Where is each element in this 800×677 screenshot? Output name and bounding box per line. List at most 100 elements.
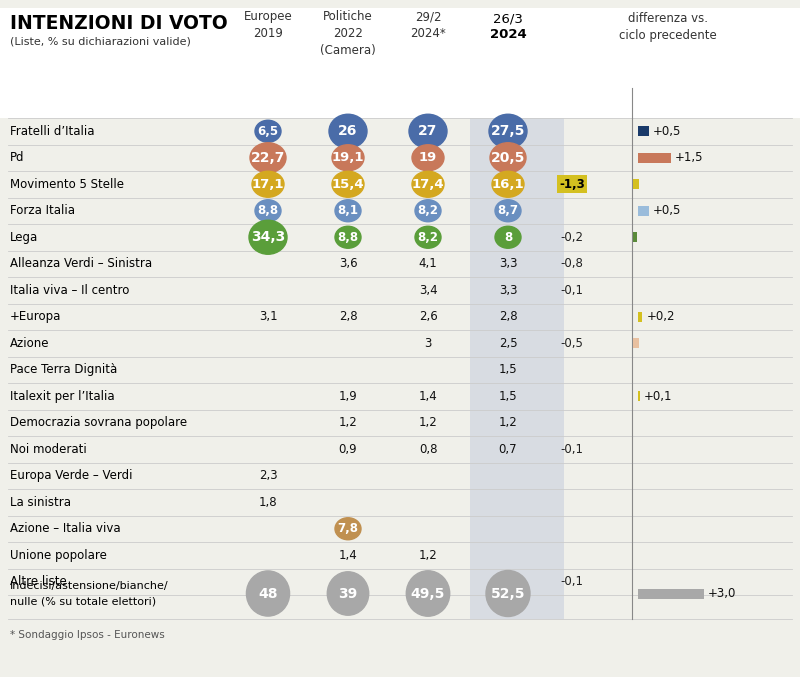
Text: Europa Verde – Verdi: Europa Verde – Verdi [10,469,133,482]
Text: -0,2: -0,2 [561,231,583,244]
Text: +Europa: +Europa [10,310,62,323]
Ellipse shape [335,226,361,248]
Text: 8,1: 8,1 [338,204,358,217]
Bar [633,179,639,190]
Text: 2,8: 2,8 [498,310,518,323]
Text: 2,5: 2,5 [498,336,518,350]
Bar [638,206,649,216]
Text: Pace Terra Dignità: Pace Terra Dignità [10,364,118,376]
Text: 1,2: 1,2 [418,416,438,429]
Text: 0,7: 0,7 [498,443,518,456]
Text: 2,3: 2,3 [258,469,278,482]
Text: 8,8: 8,8 [258,204,278,217]
Ellipse shape [335,518,361,540]
Text: Noi moderati: Noi moderati [10,443,86,456]
Bar [470,88,564,619]
Text: 48: 48 [258,586,278,600]
Text: 8,2: 8,2 [418,231,438,244]
Text: Italia viva – Il centro: Italia viva – Il centro [10,284,130,297]
Ellipse shape [412,171,444,197]
Text: 27,5: 27,5 [491,125,525,138]
Text: -0,1: -0,1 [561,284,583,297]
Text: 1,2: 1,2 [418,549,438,562]
Text: Alleanza Verdi – Sinistra: Alleanza Verdi – Sinistra [10,257,152,270]
Text: Movimento 5 Stelle: Movimento 5 Stelle [10,178,124,191]
Ellipse shape [252,171,284,197]
Bar [638,311,642,322]
Text: Politiche
2022
(Camera): Politiche 2022 (Camera) [320,10,376,57]
Text: 0,8: 0,8 [418,443,438,456]
Text: -0,1: -0,1 [561,443,583,456]
Ellipse shape [329,114,367,148]
Text: Pd: Pd [10,151,25,165]
Text: 17,4: 17,4 [412,178,444,191]
Text: 26/3: 26/3 [493,12,523,25]
Text: 39: 39 [338,586,358,600]
Text: 1,2: 1,2 [498,416,518,429]
Text: 0,9: 0,9 [338,443,358,456]
Text: Democrazia sovrana popolare: Democrazia sovrana popolare [10,416,187,429]
Text: 22,7: 22,7 [251,151,285,165]
Text: 15,4: 15,4 [332,178,364,191]
Bar [633,232,638,242]
Text: -0,8: -0,8 [561,257,583,270]
Text: 3,3: 3,3 [498,284,518,297]
Text: 8,8: 8,8 [338,231,358,244]
Text: 49,5: 49,5 [411,586,445,600]
Ellipse shape [495,226,521,248]
Text: 8,7: 8,7 [498,204,518,217]
Text: Europee
2019: Europee 2019 [244,10,292,40]
Text: 3,4: 3,4 [418,284,438,297]
Text: 17,1: 17,1 [252,178,284,191]
Text: 1,5: 1,5 [498,364,518,376]
Ellipse shape [406,571,450,616]
Bar [638,126,649,136]
Bar [638,153,671,162]
Bar [633,338,639,348]
Text: 19: 19 [419,151,437,165]
Ellipse shape [327,572,369,615]
Text: Fratelli d’Italia: Fratelli d’Italia [10,125,94,137]
Text: Italexit per l’Italia: Italexit per l’Italia [10,390,114,403]
Text: 6,5: 6,5 [258,125,278,137]
Text: Altre liste: Altre liste [10,575,66,588]
Text: Forza Italia: Forza Italia [10,204,75,217]
Text: 4,1: 4,1 [418,257,438,270]
Text: 52,5: 52,5 [490,586,526,600]
Text: 3,4: 3,4 [258,575,278,588]
Text: 16,1: 16,1 [492,178,524,191]
Text: 3,3: 3,3 [498,257,518,270]
Ellipse shape [409,114,447,148]
Text: 2,8: 2,8 [338,310,358,323]
Text: Lega: Lega [10,231,38,244]
Text: 1,9: 1,9 [338,390,358,403]
Text: +0,5: +0,5 [653,125,682,137]
Ellipse shape [492,171,524,197]
Text: 27: 27 [418,125,438,138]
Ellipse shape [332,145,364,171]
Text: 20,5: 20,5 [491,151,525,165]
Ellipse shape [335,200,361,222]
Text: differenza vs.
ciclo precedente: differenza vs. ciclo precedente [619,12,717,42]
Text: +0,2: +0,2 [646,310,675,323]
Text: 2,6: 2,6 [418,310,438,323]
Bar [638,391,640,401]
Bar [0,8,800,118]
Text: -0,5: -0,5 [561,336,583,350]
Text: 3: 3 [424,336,432,350]
Text: (Liste, % su dichiarazioni valide): (Liste, % su dichiarazioni valide) [10,36,191,46]
Ellipse shape [412,145,444,171]
Text: Unione popolare: Unione popolare [10,549,107,562]
Text: La sinistra: La sinistra [10,496,71,508]
Text: -1,3: -1,3 [559,178,585,191]
Text: 7,8: 7,8 [338,522,358,536]
Ellipse shape [490,143,526,173]
Text: * Sondaggio Ipsos - Euronews: * Sondaggio Ipsos - Euronews [10,630,165,640]
Text: 3,1: 3,1 [258,310,278,323]
Text: nulle (% su totale elettori): nulle (% su totale elettori) [10,596,156,607]
Text: 1,8: 1,8 [258,496,278,508]
Text: -0,1: -0,1 [561,575,583,588]
Text: 1,4: 1,4 [338,549,358,562]
Text: 1,4: 1,4 [418,390,438,403]
Text: +0,1: +0,1 [644,390,673,403]
